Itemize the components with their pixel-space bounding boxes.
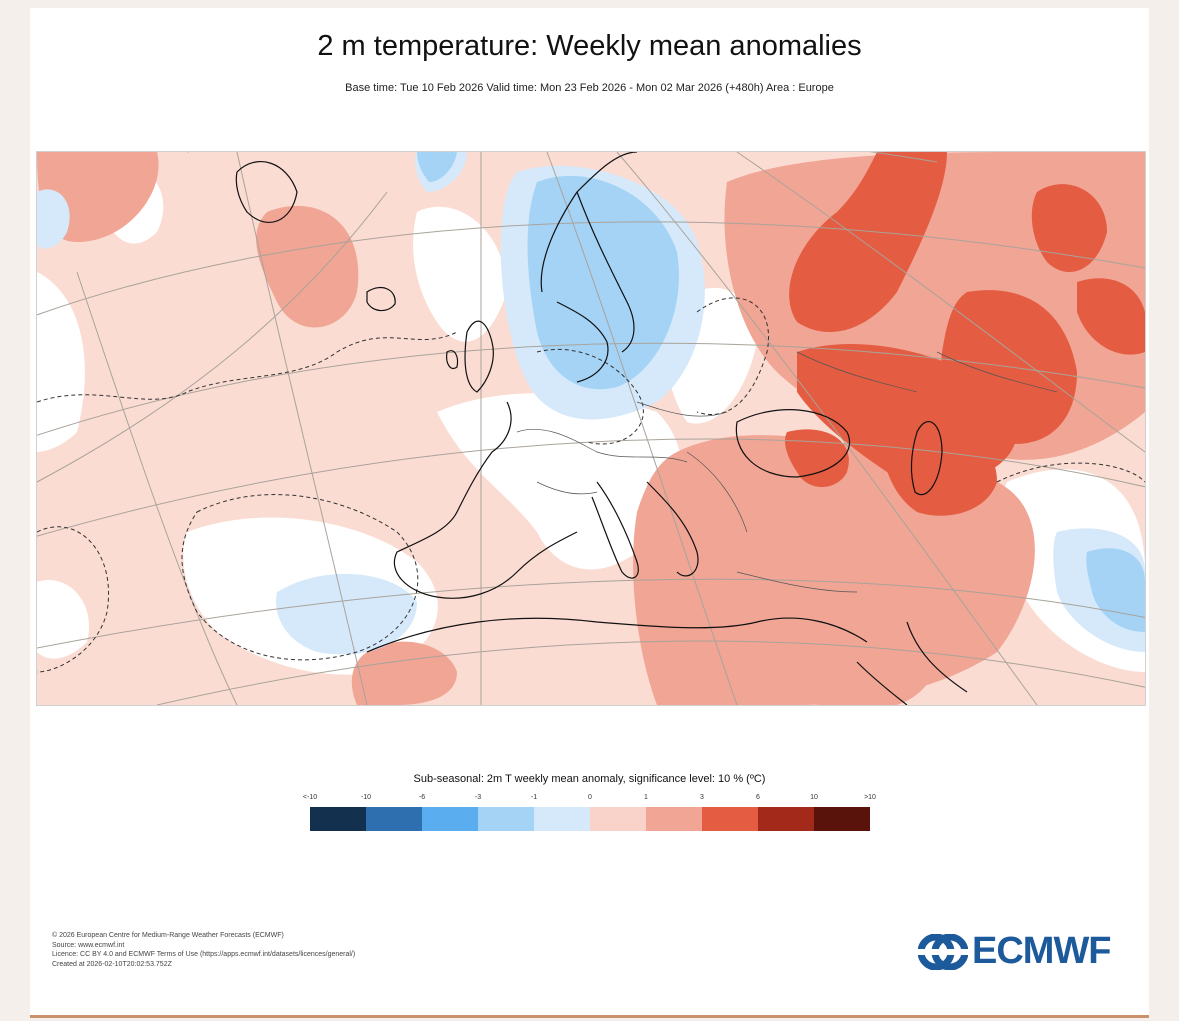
significance-contours [37, 297, 1145, 673]
footer-licence: Licence: CC BY 4.0 and ECMWF Terms of Us… [52, 951, 356, 958]
legend-tick-label: 1 [644, 794, 648, 801]
cool-anomaly-areas [417, 152, 1145, 632]
ecmwf-logo: ECMWF [918, 930, 1112, 973]
ecmwf-logo-icon [918, 933, 968, 970]
legend-swatch [814, 807, 870, 831]
legend-tick-label: 10 [810, 794, 818, 801]
legend-swatch [310, 807, 366, 831]
legend-swatch [646, 807, 702, 831]
legend-swatch [534, 807, 590, 831]
legend-tick-label: >10 [864, 794, 876, 801]
ecmwf-logo-text: ECMWF [972, 930, 1112, 972]
footer-source: Source: www.ecmwf.int [52, 941, 125, 949]
chart-subtitle: Base time: Tue 10 Feb 2026 Valid time: M… [345, 82, 834, 94]
legend-tick-label: -10 [360, 794, 372, 801]
legend-ticks: <-10 -10 -6 -3 -1 0 1 3 6 10 >10 [303, 794, 876, 804]
footer-copyright: © 2026 European Centre for Medium-Range … [52, 932, 284, 939]
legend-tick-label: -6 [418, 794, 426, 801]
legend-title: Sub-seasonal: 2m T weekly mean anomaly, … [413, 773, 766, 785]
coastlines [235, 152, 968, 705]
anomaly-map [36, 151, 1146, 706]
legend-tick-label: 3 [700, 794, 704, 801]
strong-warm-anomaly-areas [785, 152, 1145, 516]
legend-tick-label: <-10 [302, 794, 318, 801]
legend-swatch [702, 807, 758, 831]
legend-swatch [366, 807, 422, 831]
legend-tick-label: 6 [756, 794, 760, 801]
legend-swatch [758, 807, 814, 831]
footer-credits: © 2026 European Centre for Medium-Range … [52, 931, 355, 969]
legend-swatch [590, 807, 646, 831]
graticule [37, 152, 1145, 705]
chart-title: 2 m temperature: Weekly mean anomalies [317, 30, 862, 62]
legend-tick-label: -1 [530, 794, 538, 801]
legend-swatch [478, 807, 534, 831]
legend-colorbar [310, 807, 870, 831]
legend-tick-label: 0 [588, 794, 592, 801]
footer-created: Created at 2026-02-10T20:02:53.752Z [52, 960, 172, 968]
borders [516, 351, 1058, 593]
chart-card: 2 m temperature: Weekly mean anomalies B… [30, 8, 1149, 1018]
legend-tick-label: -3 [474, 794, 482, 801]
legend-swatch [422, 807, 478, 831]
